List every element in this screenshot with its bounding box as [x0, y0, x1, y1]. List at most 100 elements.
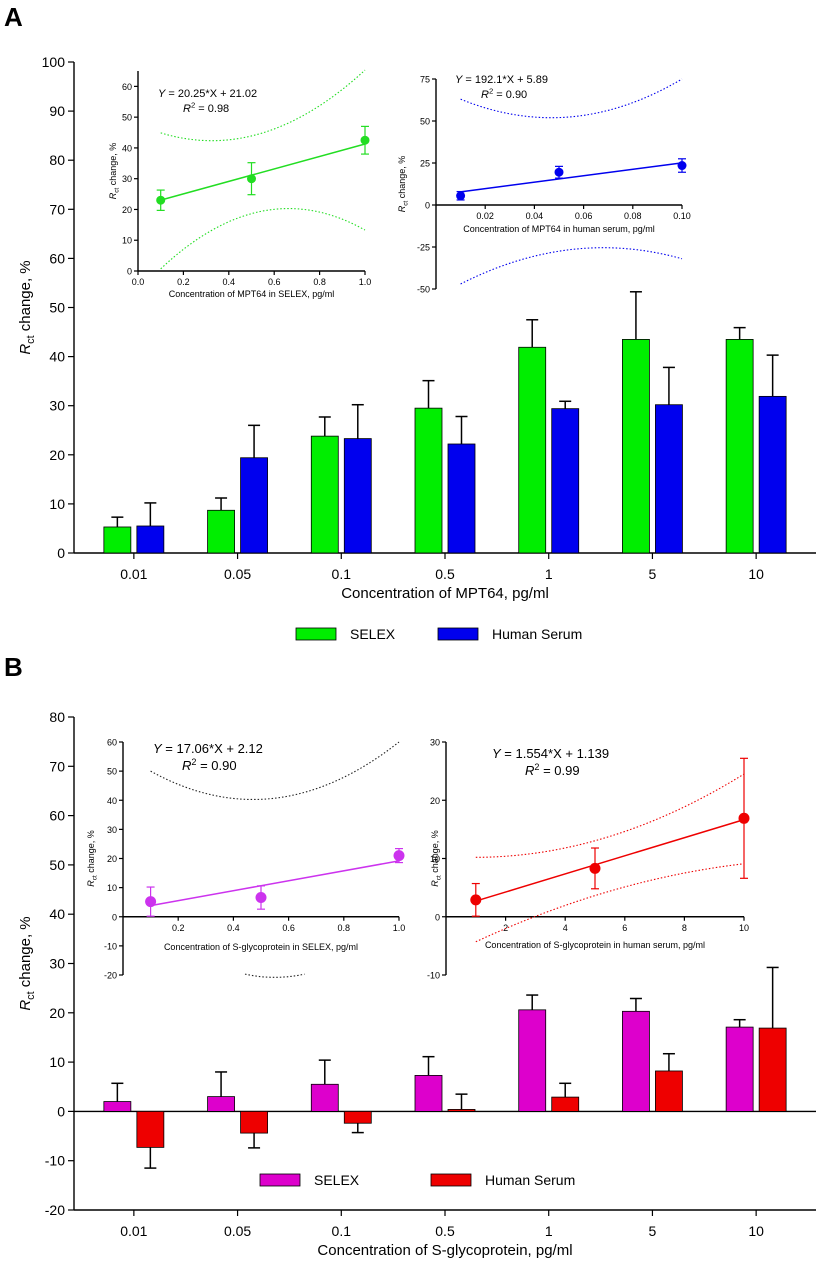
panel-a-inset-selex-equation: Y = 20.25*X + 21.02	[158, 88, 257, 100]
panel-a-bar	[447, 443, 476, 554]
panel-b-bar	[447, 1109, 476, 1112]
panel-b-inset-selex-point	[145, 896, 157, 908]
panel-b-bar	[343, 1111, 372, 1124]
panel-b-bar	[758, 1027, 787, 1112]
panel-a-bar	[310, 435, 339, 554]
panel-b-ytick-label: 80	[49, 709, 65, 725]
panel-b-legend-label: SELEX	[314, 1172, 360, 1188]
panel-b-inset-serum-fit-line	[475, 818, 745, 902]
panel-a-ytick-label: 90	[49, 103, 65, 119]
panel-a-ytick-label: 30	[49, 398, 65, 414]
panel-b-inset-selex-xtick-label: 1.0	[393, 923, 406, 933]
panel-a-inset-serum-r2: R2 = 0.90	[481, 87, 527, 101]
panel-b-inset-selex-equation: Y = 17.06*X + 2.12	[153, 741, 263, 756]
panel-b-ytick-label: 30	[49, 956, 65, 972]
panel-a-inset-serum-xlabel: Concentration of MPT64 in human serum, p…	[463, 224, 655, 234]
panel-a-inset-selex-xtick-label: 0.4	[223, 277, 236, 287]
panel-b-legend-swatch	[259, 1173, 301, 1187]
panel-b-inset-serum-ytick-label: 0	[435, 912, 440, 922]
panel-b-legend-swatch	[430, 1173, 472, 1187]
panel-a-inset-selex-point	[156, 195, 166, 205]
panel-a-inset-serum-xtick-label: 0.06	[575, 211, 593, 221]
panel-b-inset-serum: -10 0 10 20 30 2 4 6 8 10 Concentration of S-glyco…	[427, 738, 750, 981]
panel-b-bar	[655, 1070, 683, 1112]
panel-b-bar	[551, 1096, 580, 1112]
panel-a-inset-selex-r2: R2 = 0.98	[183, 101, 229, 115]
panel-a-ytick-label: 50	[49, 300, 65, 316]
panel-a-inset-serum-ytick-label: 75	[420, 75, 430, 85]
panel-b-ytick-label: 40	[49, 906, 65, 922]
panel-b-ylabel: Rct change, %	[17, 916, 37, 1010]
panel-a-ytick-label: 60	[49, 250, 65, 266]
panel-b-inset-selex-ytick-label: 10	[107, 883, 117, 893]
panel-a-bar	[240, 457, 268, 554]
panel-b-xtick-label: 1	[545, 1223, 553, 1239]
panel-a-bar	[414, 407, 443, 554]
panel-a-legend-swatch	[295, 627, 337, 641]
panel-b-ytick-label: -20	[45, 1202, 65, 1218]
panel-b-inset-serum-point	[738, 812, 750, 824]
panel-b-inset-selex-ytick-label: 20	[107, 854, 117, 864]
panel-b-inset-selex-ylabel: Rct change, %	[86, 830, 98, 887]
panel-b-inset-serum-point	[470, 894, 482, 906]
panel-a-bar	[343, 438, 372, 554]
panel-a-inset-selex-fit-line	[160, 143, 366, 201]
panel-b-inset-selex-ytick-label: 50	[107, 767, 117, 777]
panel-a-bar	[622, 339, 650, 554]
panel-b-inset-serum-point	[589, 862, 601, 874]
panel-b-inset-serum-r2: R2 = 0.99	[525, 762, 580, 778]
panel-a-xtick-label: 1	[545, 566, 553, 582]
panel-a-inset-selex-ytick-label: 30	[122, 174, 132, 184]
panel-b-bar	[103, 1101, 132, 1112]
panel-b-ytick-label: 50	[49, 857, 65, 873]
panel-a-bar	[551, 408, 580, 554]
panel-a-ytick-label: 0	[57, 545, 65, 561]
panel-a-xlabel: Concentration of MPT64, pg/ml	[341, 585, 549, 602]
panel-b-bar	[240, 1111, 268, 1134]
panel-a-inset-serum-fit-line	[460, 162, 683, 193]
panel-a-inset-serum-equation: Y = 192.1*X + 5.89	[455, 74, 548, 86]
panel-a-xtick-label: 10	[748, 566, 764, 582]
panel-b-inset-selex: -20 -10 0 10 20 30 40 50 60 0.2 0.4 0.6 0.8 1.0 Concen…	[104, 738, 405, 981]
panel-b-xtick-label: 0.1	[332, 1223, 352, 1239]
panel-b-inset-selex-xtick-label: 0.6	[282, 923, 295, 933]
panel-a-bar	[136, 525, 165, 554]
panel-b-inset-serum-xlabel: Concentration of S-glycoprotein in human…	[485, 940, 705, 950]
panel-b-ytick-label: 60	[49, 808, 65, 824]
panel-a-bar	[725, 339, 754, 554]
panel-b-bar	[725, 1026, 754, 1112]
panel-b-inset-serum-xtick-label: 8	[682, 923, 687, 933]
panel-a-inset-selex-ytick-label: 20	[122, 205, 132, 215]
panel-b-bar	[310, 1083, 339, 1112]
panel-a-inset-serum-point	[677, 161, 687, 171]
panel-a-inset-serum-xtick-label: 0.10	[673, 211, 691, 221]
panel-b-inset-serum-ytick-label: 30	[430, 738, 440, 748]
panel-a-inset-selex-band-lower	[160, 208, 366, 270]
panel-b-ytick-label: 10	[49, 1054, 65, 1070]
panel-a-inset-selex-ytick-label: 0	[127, 267, 132, 277]
panel-b-bar	[207, 1096, 235, 1112]
panel-a-xtick-label: 0.01	[120, 566, 147, 582]
panel-a-inset-selex-point	[360, 135, 370, 145]
panel-a-inset-serum-band-upper	[460, 78, 683, 119]
panel-a-xtick-label: 0.05	[224, 566, 251, 582]
panel-a-xtick-label: 0.5	[435, 566, 455, 582]
panel-b-inset-selex-ytick-label: 60	[107, 738, 117, 748]
panel-b-ytick-label: 70	[49, 758, 65, 774]
panel-b-xtick-label: 0.5	[435, 1223, 455, 1239]
panel-a-inset-selex-point	[247, 174, 256, 184]
panel-a-inset-selex-ytick-label: 60	[122, 82, 132, 92]
panel-b-inset-selex-point	[255, 892, 267, 904]
panel-a-legend-swatch	[437, 627, 479, 641]
panel-a-inset-serum-xtick-label: 0.08	[624, 211, 642, 221]
panel-a-legend-label: Human Serum	[492, 626, 582, 642]
panel-b-bar	[518, 1009, 547, 1112]
panel-b-inset-selex-ytick-label: -10	[104, 941, 117, 951]
panel-a-inset-selex-ytick-label: 40	[122, 143, 132, 153]
panel-b-inset-selex-ytick-label: 40	[107, 796, 117, 806]
panel-b-inset-serum-ylabel: Rct change, %	[430, 830, 442, 887]
panel-a-inset-selex-xtick-label: 0.6	[268, 277, 281, 287]
panel-b-inset-selex-xtick-label: 0.4	[227, 923, 240, 933]
panel-b-inset-selex-point	[393, 850, 405, 862]
panel-b-inset-serum-xtick-label: 10	[739, 923, 749, 933]
